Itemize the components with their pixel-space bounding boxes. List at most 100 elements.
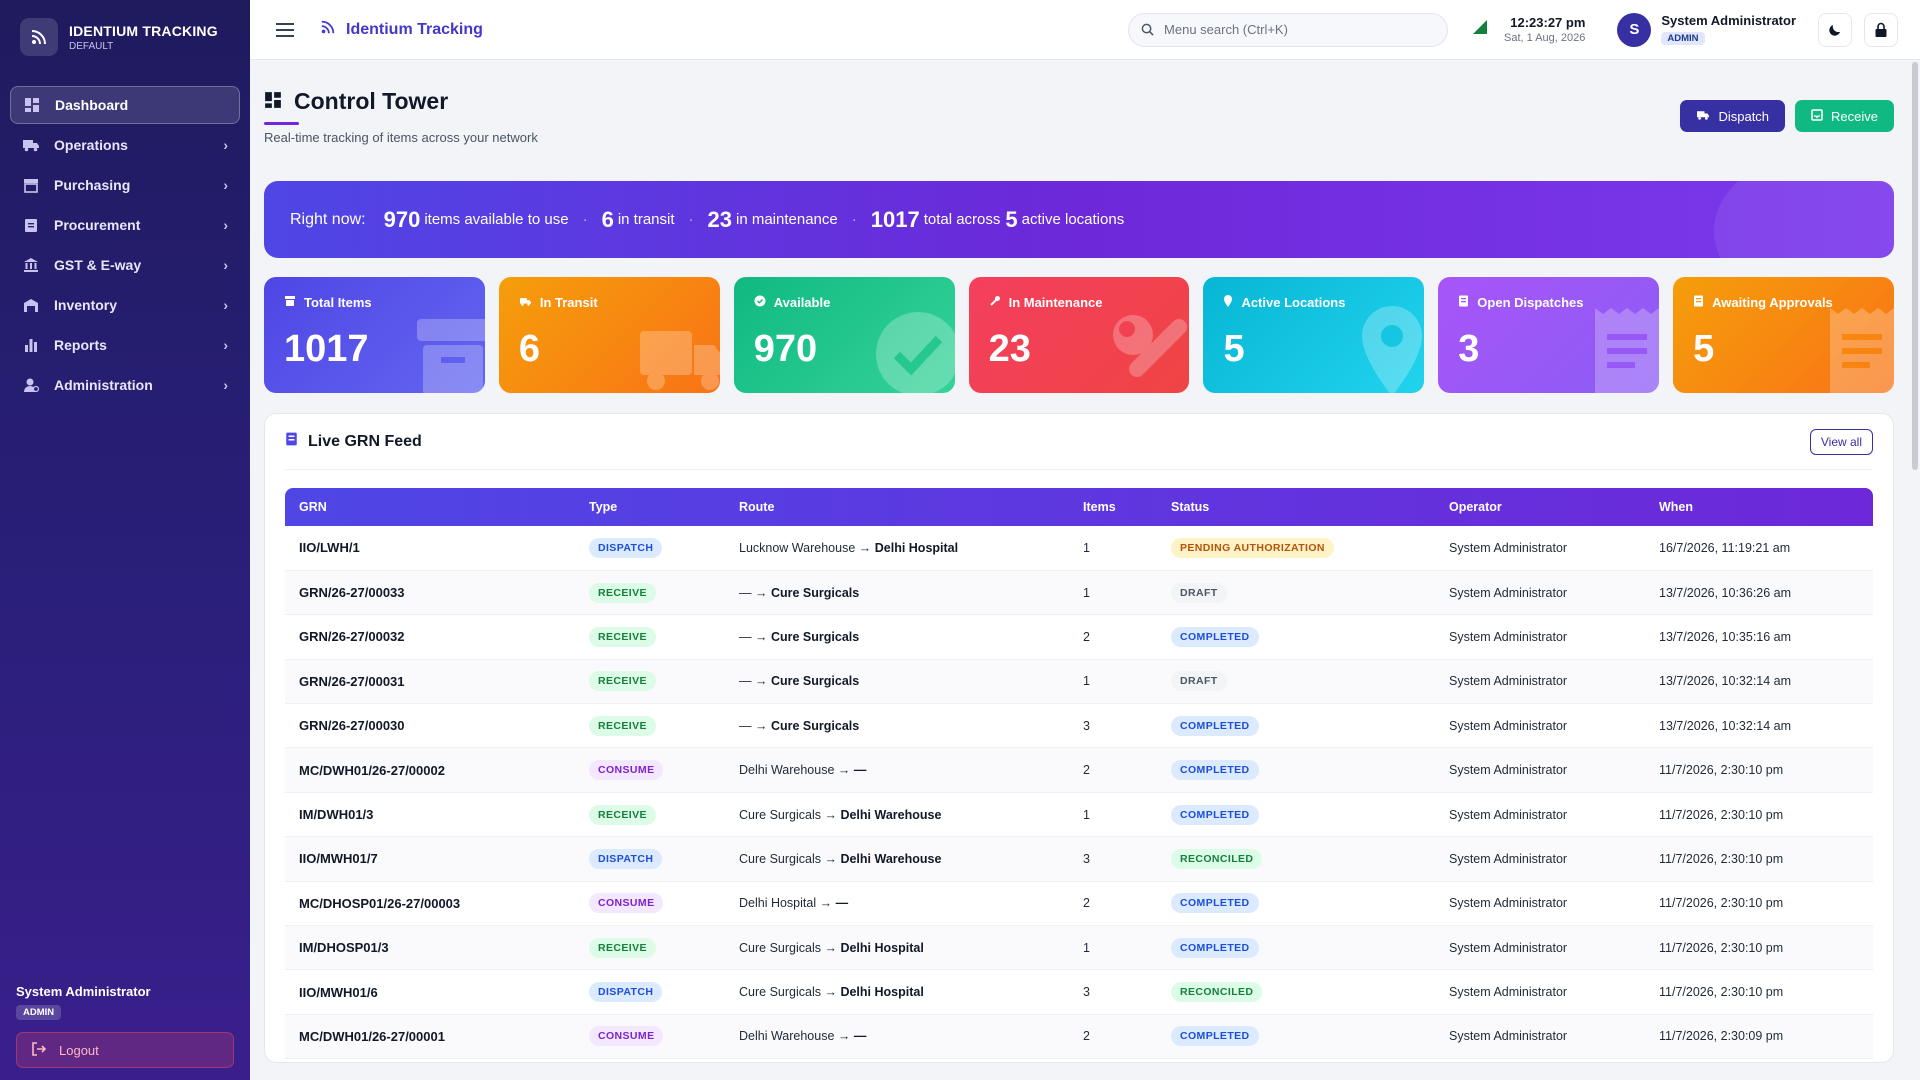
search-icon [1141,23,1154,36]
stat-card-available[interactable]: Available 970 [733,277,955,393]
stat-value: 3 [1458,328,1480,370]
stat-card-total-items[interactable]: Total Items 1017 [264,277,485,393]
avatar[interactable]: S [1617,12,1652,47]
grn-number[interactable]: IIO/MWH01/6 [299,984,378,1000]
sidebar-item-gst-eway[interactable]: GST & E-way › [10,246,240,284]
table-row[interactable]: IIO/LWH/1 DISPATCH Lucknow Warehouse → Del… [285,526,1873,571]
table-row[interactable]: GRN/26-27/00033 RECEIVE — → Cure Surgicals… [285,570,1873,616]
sidebar-item-purchasing[interactable]: Purchasing › [10,166,240,204]
stat-card-active-locations[interactable]: Active Locations 5 [1203,277,1425,393]
dashboard-icon [23,96,41,114]
grn-number[interactable]: IIO/MWH01/7 [299,851,378,867]
table-row[interactable]: GRN/26-27/00032 RECEIVE — → Cure Surgicals… [285,614,1873,660]
sidebar-item-operations[interactable]: Operations › [10,126,240,164]
chevron-right-icon: › [223,137,228,153]
stat-card-awaiting-approvals[interactable]: Awaiting Approvals 5 [1673,277,1895,393]
archive-icon [284,295,296,310]
stat-value: 5 [1223,328,1245,370]
hamburger-icon [276,22,294,37]
view-all-button[interactable]: View all [1809,428,1873,455]
sidebar-item-inventory[interactable]: Inventory › [10,286,240,324]
brand-subtitle: DEFAULT [69,40,114,52]
grn-number[interactable]: GRN/26-27/00033 [299,585,405,601]
items-count: 2 [1069,614,1157,660]
sidebar-item-reports[interactable]: Reports › [10,326,240,364]
stat-card-open-dispatches[interactable]: Open Dispatches 3 [1438,277,1660,393]
status-badge: RECONCILED [1171,982,1263,1003]
items-count: 1 [1069,526,1157,571]
table-row[interactable]: GRN/26-27/00030 RECEIVE — → Cure Surgicals… [285,703,1873,749]
table-row[interactable]: GRN/26-27/00031 RECEIVE — → Cure Surgicals… [285,659,1873,705]
column-header-type[interactable]: Type [589,500,618,514]
route-to: — [835,896,849,911]
page-scrollbar[interactable] [1912,62,1918,470]
timestamp-cell: 13/7/2026, 10:36:26 am [1645,570,1873,616]
column-header-when[interactable]: When [1659,500,1694,514]
table-row[interactable]: MC/DHOSP01/26-27/00003 CONSUME Delhi Hospi… [285,881,1873,927]
theme-toggle-button[interactable] [1818,12,1852,47]
items-count: 2 [1069,1014,1157,1060]
timestamp-cell: 13/7/2026, 10:35:16 am [1645,614,1873,660]
grn-number[interactable]: GRN/26-27/00031 [299,673,405,689]
app-name[interactable]: Identium Tracking [320,19,483,40]
type-badge: CONSUME [589,760,664,781]
column-header-operator[interactable]: Operator [1449,500,1502,514]
banner-total-count: 1017 [870,206,920,232]
sidebar-item-dashboard[interactable]: Dashboard [10,86,240,124]
table-row[interactable]: IM/DWH01/3 RECEIVE Cure Surgicals → Delhi … [285,792,1873,838]
arrow-right-icon: → [824,940,837,955]
brand[interactable]: IDENTIUM TRACKING DEFAULT [0,0,250,74]
route-from: Cure Surgicals [739,807,821,822]
sidebar-item-label: Reports [54,337,107,353]
stat-card-in-maintenance[interactable]: In Maintenance 23 [968,277,1190,393]
column-header-route[interactable]: Route [739,500,775,514]
truck-icon [639,331,720,390]
grn-number[interactable]: IIO/LWH/1 [299,540,360,556]
timestamp-cell: 11/7/2026, 2:30:10 pm [1645,792,1873,838]
column-header-grn[interactable]: GRN [299,500,327,514]
grn-number[interactable]: MC/DWH01/26-27/00002 [299,762,445,778]
dispatch-label: Dispatch [1718,108,1770,124]
grn-number[interactable]: MC/DWH01/26-27/00001 [299,1028,445,1044]
table-row[interactable]: MC/DWH01/26-27/00002 CONSUME Delhi Warehou… [285,747,1873,793]
menu-search[interactable] [1128,12,1449,47]
grn-number[interactable]: IM/DWH01/3 [299,807,374,823]
stat-card-in-transit[interactable]: In Transit 6 [498,277,720,393]
grn-number[interactable]: GRN/26-27/00032 [299,629,405,645]
table-row[interactable]: MC/DWH01/26-27/00001 CONSUME Delhi Warehou… [285,1014,1873,1060]
grn-number[interactable]: MC/DHOSP01/26-27/00003 [299,895,461,911]
items-count: 2 [1069,747,1157,793]
operator-cell: System Administrator [1435,526,1645,571]
route-to: Cure Surgicals [770,629,860,644]
column-header-status[interactable]: Status [1171,500,1210,514]
feed-title-label: Live GRN Feed [308,432,422,450]
clock: 12:23:27 pm Sat, 1 Aug, 2026 [1504,15,1585,44]
user-info[interactable]: System Administrator ADMIN [1661,13,1796,46]
lock-button[interactable] [1864,12,1898,47]
route-from: Delhi Warehouse [739,763,835,778]
stat-label: Available [773,295,831,310]
sidebar-item-administration[interactable]: Administration › [10,366,240,404]
grn-number[interactable]: GRN/26-27/00030 [299,718,405,734]
status-badge: PENDING AUTHORIZATION [1171,537,1334,558]
menu-toggle-button[interactable] [272,17,298,43]
column-header-items[interactable]: Items [1083,500,1116,514]
sidebar-item-label: Administration [54,377,153,393]
header-actions: Dispatch Receive [1670,100,1894,132]
page-header: Control Tower Real-time tracking of item… [264,60,1894,170]
status-badge: COMPLETED [1171,804,1259,825]
table-row[interactable]: IIO/MWH01/6 DISPATCH Cure Surgicals → Delh… [285,969,1873,1015]
banner-separator: · [688,211,694,228]
type-badge: DISPATCH [589,982,663,1003]
items-count: 1 [1069,925,1157,971]
dispatch-button[interactable]: Dispatch [1680,100,1786,132]
grn-number[interactable]: IM/DHOSP01/3 [299,940,389,956]
operator-cell: System Administrator [1435,747,1645,793]
sidebar-item-procurement[interactable]: Procurement › [10,206,240,244]
receive-button[interactable]: Receive [1795,100,1894,132]
table-row[interactable]: IIO/MWH01/7 DISPATCH Cure Surgicals → Delh… [285,836,1873,882]
search-input[interactable] [1164,22,1425,37]
grn-table: GRN Type Route Items Status Operator Whe… [285,488,1873,1060]
logout-button[interactable]: Logout [16,1032,234,1068]
table-row[interactable]: IM/DHOSP01/3 RECEIVE Cure Surgicals → Delh… [285,925,1873,971]
